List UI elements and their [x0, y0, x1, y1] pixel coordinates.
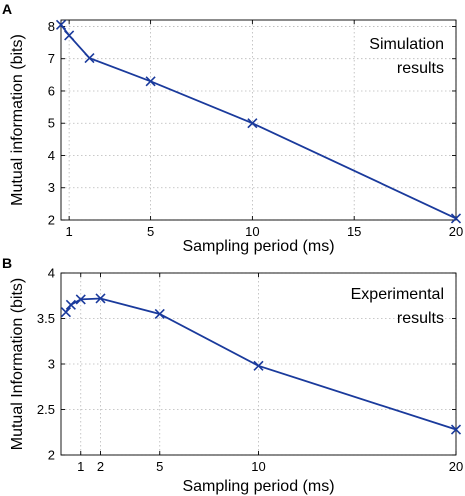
- annotation-line-2: results: [397, 60, 444, 77]
- x-tick-label: 1: [66, 224, 73, 239]
- marker-stroke: [253, 360, 264, 371]
- data-point-marker: [64, 30, 75, 41]
- y-tick-label: 7: [48, 51, 55, 66]
- marker-stroke: [247, 118, 258, 129]
- data-point-marker: [65, 299, 76, 310]
- x-tick-label: 10: [251, 459, 265, 474]
- y-tick-label: 3: [48, 180, 55, 195]
- data-point-marker: [55, 19, 67, 30]
- annotation-line-2: results: [397, 310, 444, 327]
- y-tick-label: 3: [48, 357, 55, 372]
- marker-stroke: [60, 307, 72, 318]
- y-tick-label: 2.5: [37, 402, 55, 417]
- y-tick-label: 2: [48, 448, 55, 463]
- marker-stroke: [65, 299, 76, 310]
- x-axis-label: Sampling period (ms): [182, 238, 334, 255]
- x-tick-label: 15: [347, 224, 361, 239]
- x-tick-label: 10: [245, 224, 259, 239]
- marker-stroke: [95, 293, 106, 304]
- y-axis-label: Mutual information (bits): [9, 34, 26, 206]
- panel-letter: A: [2, 1, 12, 17]
- marker-stroke: [55, 19, 67, 30]
- y-tick-label: 4: [48, 266, 55, 281]
- y-tick-label: 6: [48, 83, 55, 98]
- marker-stroke: [154, 308, 165, 320]
- annotation-line-1: Simulation: [369, 36, 444, 53]
- y-tick-label: 4: [48, 148, 55, 163]
- data-point-marker: [75, 294, 86, 305]
- x-axis-label: Sampling period (ms): [182, 478, 334, 495]
- y-tick-label: 2: [48, 213, 55, 228]
- marker-stroke: [450, 213, 462, 224]
- data-point-marker: [145, 76, 156, 87]
- x-tick-label: 20: [449, 459, 463, 474]
- data-point-marker: [154, 308, 165, 320]
- data-point-marker: [60, 307, 72, 318]
- x-tick-label: 5: [156, 459, 163, 474]
- panel-letter: B: [2, 255, 12, 271]
- y-tick-label: 5: [48, 116, 55, 131]
- y-tick-label: 8: [48, 19, 55, 34]
- x-tick-label: 5: [147, 224, 154, 239]
- x-tick-label: 2: [97, 459, 104, 474]
- plot-frame: [60, 19, 457, 221]
- data-point-marker: [450, 424, 462, 435]
- annotation-line-1: Experimental: [351, 286, 444, 303]
- series-line: [60, 24, 457, 220]
- data-point-marker: [84, 52, 95, 64]
- x-tick-label: 20: [449, 224, 463, 239]
- marker-stroke: [64, 30, 75, 41]
- data-point-marker: [253, 360, 264, 371]
- x-tick-label: 1: [77, 459, 84, 474]
- marker-stroke: [450, 424, 462, 435]
- marker-stroke: [145, 76, 156, 87]
- marker-stroke: [84, 52, 95, 64]
- data-point-marker: [95, 293, 106, 304]
- marker-stroke: [75, 294, 86, 305]
- data-point-marker: [247, 118, 258, 129]
- y-tick-label: 3.5: [37, 311, 55, 326]
- data-point-marker: [450, 213, 462, 224]
- y-axis-label: Mutual Information (bits): [9, 278, 26, 451]
